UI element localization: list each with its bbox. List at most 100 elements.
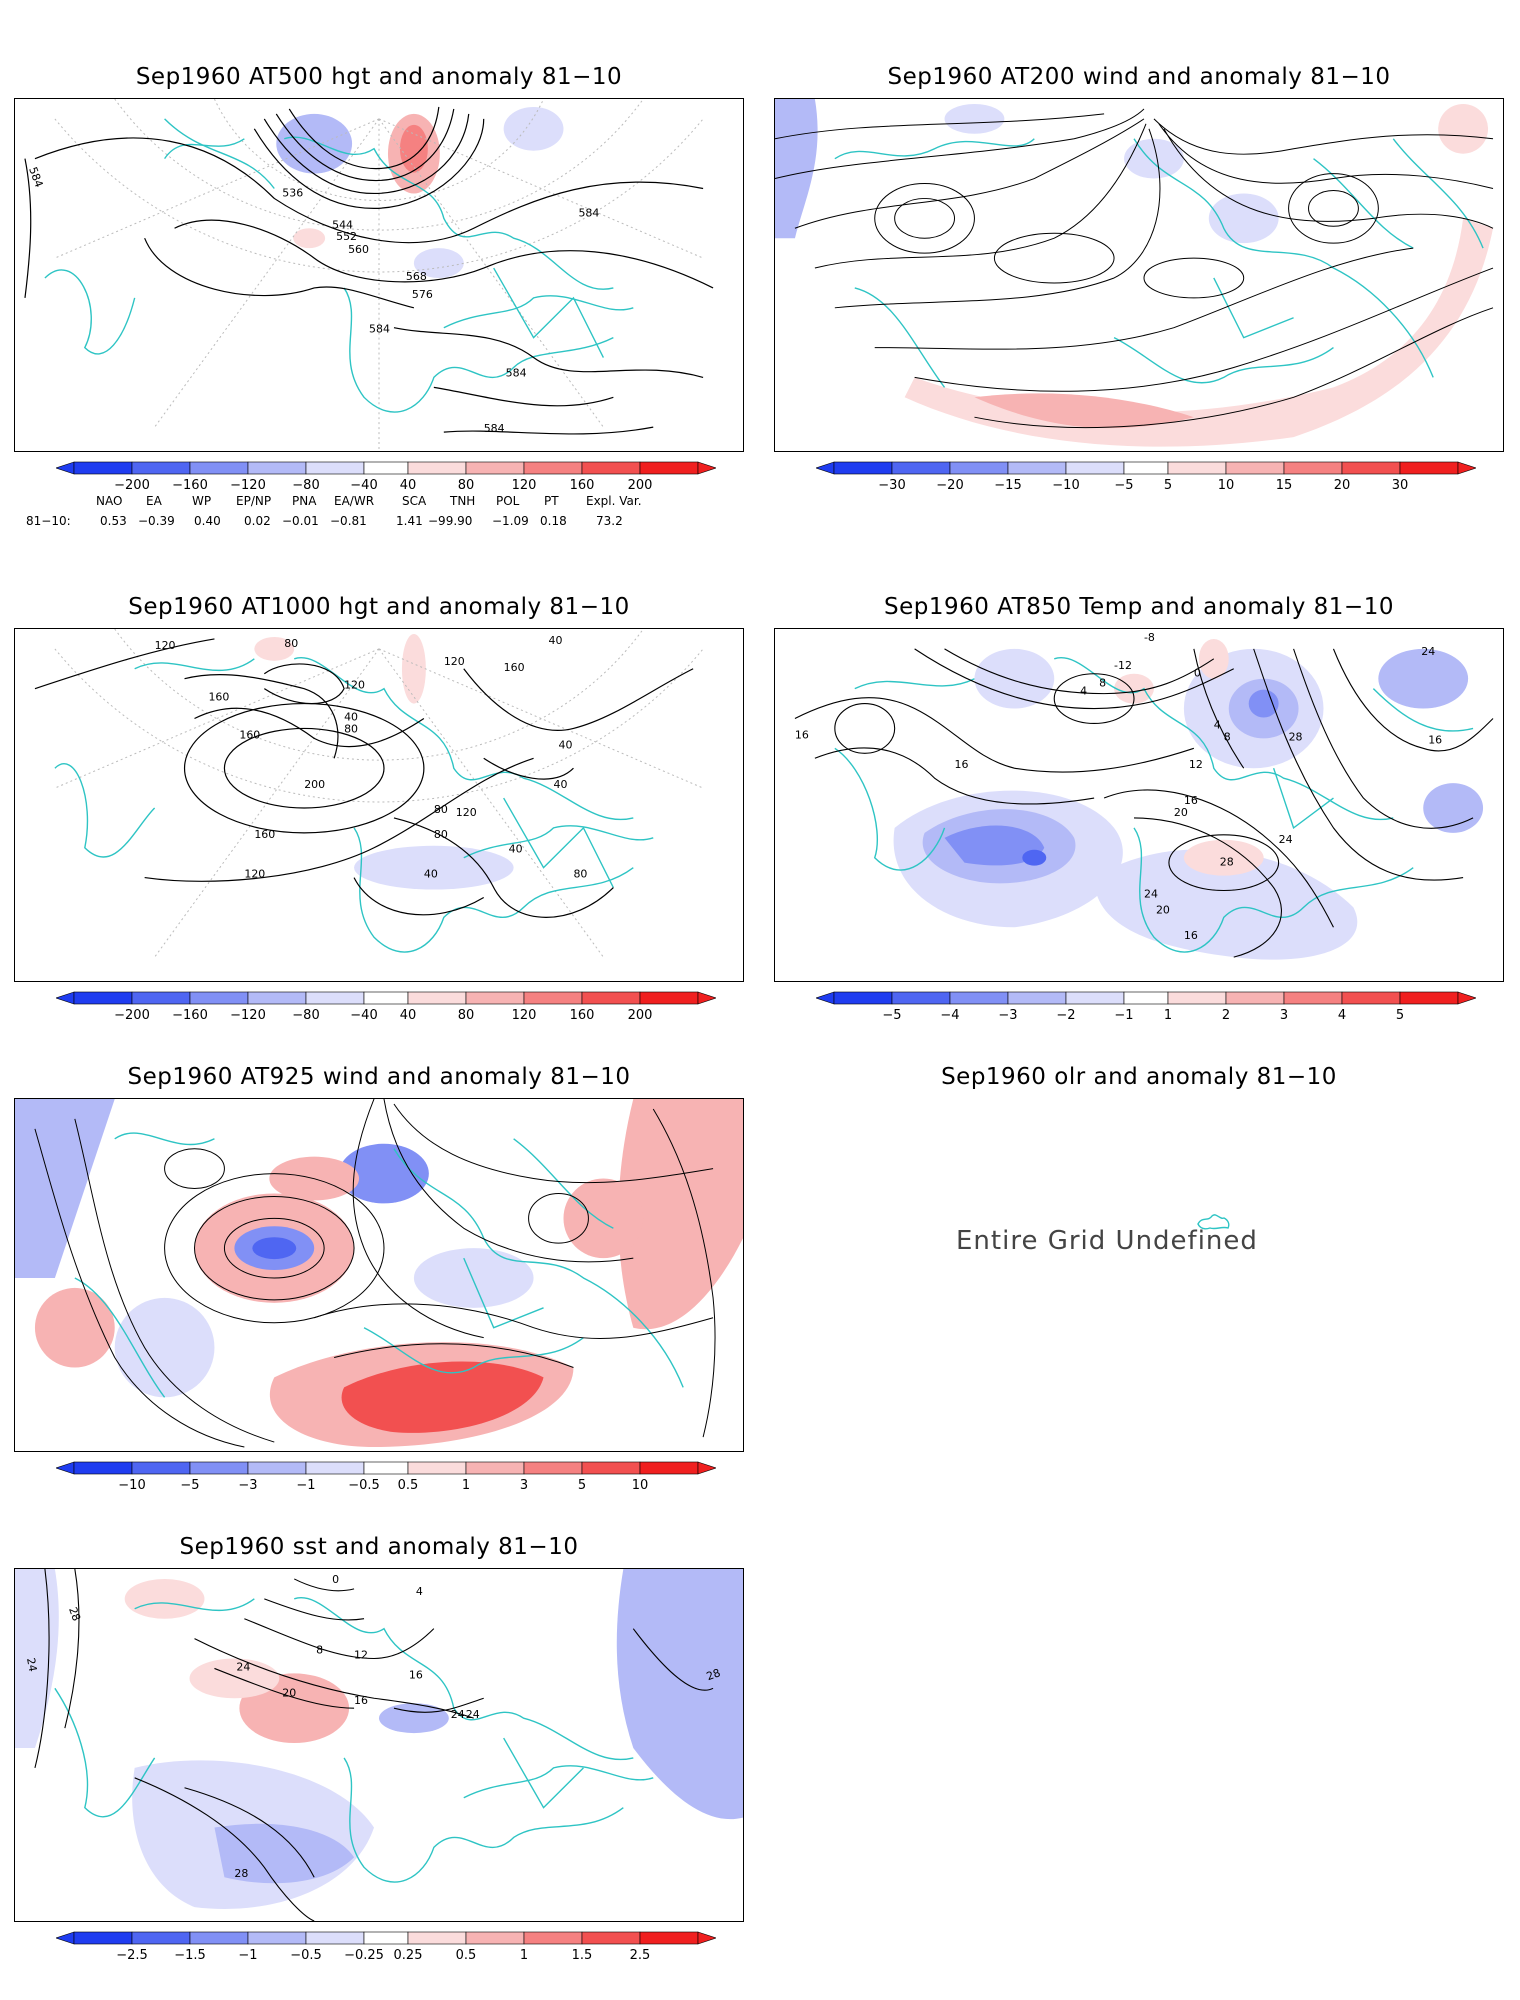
panel-title: Sep1960 AT1000 hgt and anomaly 81−10 bbox=[128, 594, 630, 620]
index-value: −99.90 bbox=[428, 514, 473, 528]
contour-label: 160 bbox=[254, 828, 275, 841]
contour-labels: 584 536 544 552 560 568 576 584 584 584 … bbox=[26, 165, 599, 435]
contour-label: 120 bbox=[456, 806, 477, 819]
index-value: −0.01 bbox=[282, 514, 319, 528]
contour-label: 4 bbox=[1214, 718, 1221, 731]
colorbar-label: −1 bbox=[296, 1478, 315, 1492]
colorbar-label: −0.25 bbox=[344, 1948, 384, 1962]
colorbar-label: 200 bbox=[628, 1008, 653, 1022]
contour-label: 120 bbox=[244, 868, 265, 881]
panel-title: Sep1960 olr and anomaly 81−10 bbox=[941, 1064, 1337, 1090]
index-value: −0.81 bbox=[330, 514, 367, 528]
colorbar: −10 −5 −3 −1 −0.5 0.5 1 3 5 10 bbox=[56, 1460, 716, 1492]
contour-label: 12 bbox=[1189, 758, 1203, 771]
map-frame: 584 536 544 552 560 568 576 584 584 584 … bbox=[14, 98, 744, 452]
contour-label: 584 bbox=[578, 206, 599, 219]
colorbar-label: −5 bbox=[1114, 478, 1133, 492]
streamlines bbox=[775, 108, 1494, 429]
index-value: −1.09 bbox=[492, 514, 529, 528]
contour-label: 8 bbox=[316, 1644, 323, 1657]
contour-label: 16 bbox=[409, 1668, 423, 1681]
colorbar-label: −120 bbox=[230, 478, 266, 492]
contour-label: 120 bbox=[444, 655, 465, 668]
anomaly-shading bbox=[15, 1569, 743, 1909]
index-header: PT bbox=[544, 494, 559, 508]
teleconnection-index-table: NAO EA WP EP/NP PNA EA/WR SCA TNH POL PT… bbox=[0, 494, 740, 534]
colorbar-label: 80 bbox=[458, 478, 475, 492]
colorbar-label: 10 bbox=[632, 1478, 649, 1492]
contour-label: 16 bbox=[795, 728, 809, 741]
contour-label: 24 bbox=[236, 1660, 250, 1673]
colorbar-label: −1.5 bbox=[174, 1948, 206, 1962]
coastlines bbox=[54, 657, 654, 953]
index-header: SCA bbox=[402, 494, 427, 508]
contour-label: 0 bbox=[332, 1573, 339, 1586]
colorbar-label: −160 bbox=[172, 1008, 208, 1022]
panel-at1000: Sep1960 AT1000 hgt and anomaly 81−10 bbox=[14, 590, 744, 1022]
map-at1000: 120 80 120 160 40 80 120 160 40 160 200 … bbox=[34, 629, 704, 958]
colorbar-label: 80 bbox=[458, 1008, 475, 1022]
colorbar-label: 1.5 bbox=[572, 1948, 593, 1962]
map-frame: 28 24 24 20 8 12 16 16 24 24 28 28 0 4 bbox=[14, 1568, 744, 1922]
index-header: NAO bbox=[96, 494, 123, 508]
index-header: Expl. Var. bbox=[586, 494, 642, 508]
colorbar-svg: −200 −160 −120 −80 −40 40 80 120 160 200 bbox=[56, 461, 716, 492]
contour-label: 544 bbox=[332, 218, 353, 231]
contour-label: 24 bbox=[24, 1657, 39, 1673]
contour-label: 80 bbox=[344, 722, 358, 735]
colorbar-label: −40 bbox=[350, 478, 377, 492]
index-value: 0.53 bbox=[100, 514, 127, 528]
map-at200 bbox=[775, 99, 1494, 447]
coastlines bbox=[74, 1132, 684, 1398]
height-contours bbox=[24, 106, 714, 435]
colorbar: −2.5 −1.5 −1 −0.5 −0.25 0.25 0.5 1 1.5 2… bbox=[56, 1930, 716, 1962]
colorbar-label: 120 bbox=[512, 478, 537, 492]
coastlines bbox=[834, 657, 1474, 953]
contour-label: 0 bbox=[1194, 667, 1201, 680]
index-header: PNA bbox=[292, 494, 317, 508]
contour-label: 584 bbox=[369, 323, 390, 336]
colorbar-label: −200 bbox=[114, 1008, 150, 1022]
anomaly-shading bbox=[15, 1099, 743, 1448]
contour-label: 24 bbox=[1279, 833, 1293, 846]
contour-label: 80 bbox=[434, 803, 448, 816]
colorbar-label: 40 bbox=[400, 478, 417, 492]
colorbar-label: 40 bbox=[400, 1008, 417, 1022]
colorbar-label: 30 bbox=[1392, 478, 1409, 492]
colorbar-label: −3 bbox=[998, 1008, 1017, 1022]
index-row-label: 81−10: bbox=[26, 514, 71, 528]
panel-title: Sep1960 sst and anomaly 81−10 bbox=[179, 1534, 579, 1560]
index-value: 73.2 bbox=[596, 514, 623, 528]
colorbar-label: 5 bbox=[1164, 478, 1172, 492]
colorbar-label: −0.5 bbox=[290, 1948, 322, 1962]
colorbar: −30 −20 −15 −10 −5 5 10 15 20 30 bbox=[816, 460, 1476, 492]
contour-label: 24 bbox=[451, 1708, 465, 1721]
colorbar-label: 5 bbox=[578, 1478, 586, 1492]
colorbar-label: 10 bbox=[1218, 478, 1235, 492]
colorbar-label: 120 bbox=[512, 1008, 537, 1022]
colorbar: −200 −160 −120 −80 −40 40 80 120 160 200 bbox=[56, 990, 716, 1022]
map-at850: -8 -12 16 16 4 0 8 4 8 12 16 20 24 28 24… bbox=[794, 631, 1494, 960]
colorbar-label: −5 bbox=[180, 1478, 199, 1492]
colorbar-svg: −10 −5 −3 −1 −0.5 0.5 1 3 5 10 bbox=[56, 1461, 716, 1492]
contour-label: 28 bbox=[705, 1666, 723, 1683]
coastlines bbox=[834, 138, 1484, 388]
contour-label: 4 bbox=[416, 1585, 423, 1598]
colorbar-label: 3 bbox=[1280, 1008, 1288, 1022]
colorbar: −200 −160 −120 −80 −40 40 80 120 160 200 bbox=[56, 460, 716, 492]
contour-label: 552 bbox=[336, 230, 357, 243]
colorbar-label: −10 bbox=[118, 1478, 145, 1492]
map-frame: -8 -12 16 16 4 0 8 4 8 12 16 20 24 28 24… bbox=[774, 628, 1504, 982]
anomaly-shading bbox=[276, 106, 564, 278]
index-header: WP bbox=[192, 494, 212, 508]
panel-olr: Sep1960 olr and anomaly 81−10 Entire Gri… bbox=[774, 1060, 1504, 1490]
panel-at925: Sep1960 AT925 wind and anomaly 81−10 bbox=[14, 1060, 744, 1492]
panel-at500: Sep1960 AT500 hgt and anomaly 81−10 bbox=[14, 60, 744, 530]
colorbar-label: −20 bbox=[936, 478, 963, 492]
contour-label: 16 bbox=[1184, 794, 1198, 807]
contour-label: 40 bbox=[344, 710, 358, 723]
colorbar-label: 2.5 bbox=[630, 1948, 651, 1962]
contour-label: 40 bbox=[549, 634, 563, 647]
contour-label: 576 bbox=[412, 288, 433, 301]
contour-label: 16 bbox=[354, 1694, 368, 1707]
